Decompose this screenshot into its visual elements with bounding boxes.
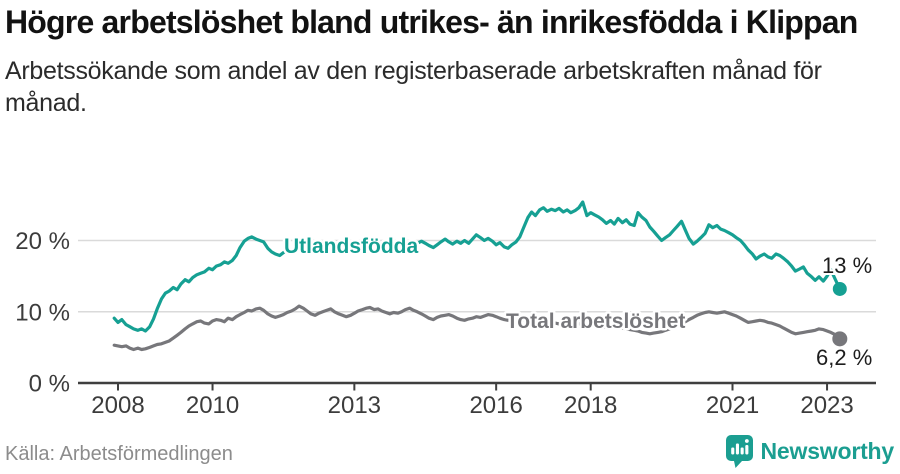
newsworthy-logo-icon <box>725 435 753 468</box>
x-tick-label-2021: 2021 <box>706 392 759 419</box>
series-end-label-total-arbetsloshet: 6,2 % <box>816 345 872 370</box>
chart-subtitle: Arbetssökande som andel av den registerb… <box>5 56 822 117</box>
series-label-total-arbetsloshet: Total arbetslöshet <box>506 310 685 333</box>
x-tick-label-2013: 2013 <box>328 392 381 419</box>
series-label-utlandsfodda: Utlandsfödda <box>284 235 418 258</box>
x-tick-label-2018: 2018 <box>564 392 617 419</box>
page-title: Högre arbetslöshet bland utrikes- än inr… <box>5 4 858 40</box>
x-tick-label-2023: 2023 <box>800 392 853 419</box>
y-tick-label-20: 20 % <box>15 228 70 255</box>
series-end-dot-total-arbetsloshet <box>832 331 848 347</box>
series-line-utlandsfodda <box>112 200 842 333</box>
x-tick-label-2008: 2008 <box>91 392 144 419</box>
source-note: Källa: Arbetsförmedlingen <box>5 443 233 465</box>
series-end-dot-utlandsfodda <box>832 281 847 296</box>
y-tick-label-0: 0 % <box>29 371 70 398</box>
x-tick-label-2010: 2010 <box>186 392 239 419</box>
series-line-total-arbetsloshet <box>112 304 842 352</box>
series-end-label-utlandsfodda: 13 % <box>822 253 872 278</box>
newsworthy-brand: Newsworthy <box>725 435 895 468</box>
chart-header: Högre arbetslöshet bland utrikes- än inr… <box>5 4 889 119</box>
newsworthy-wordmark: Newsworthy <box>760 438 895 464</box>
x-tick-label-2016: 2016 <box>469 392 522 419</box>
y-tick-label-10: 10 % <box>15 299 70 326</box>
